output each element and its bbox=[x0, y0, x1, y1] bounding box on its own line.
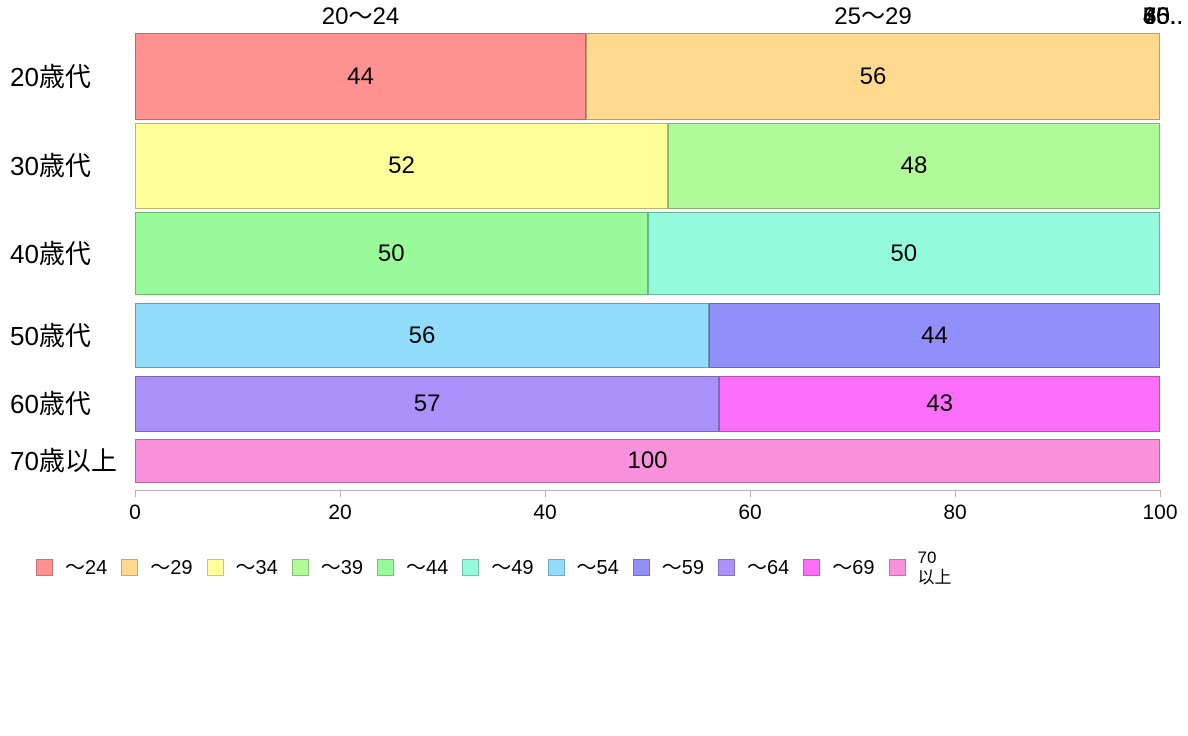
legend-item: 〜44 bbox=[377, 557, 448, 579]
plot-area: 44 56 52 48 50 50 56 44 57 43 100 bbox=[135, 33, 1160, 483]
top-axis-label: 20〜24 bbox=[321, 3, 400, 30]
legend-label: 〜29 bbox=[150, 556, 193, 579]
legend-label: 〜49 bbox=[491, 556, 534, 579]
legend-swatch bbox=[803, 559, 821, 577]
legend-item: 〜34 bbox=[206, 556, 278, 579]
legend: 〜24 〜29 〜34 〜39 〜44 〜49 〜54 〜59 〜64 〜69 70 以上 bbox=[36, 548, 952, 587]
x-axis-tick bbox=[955, 490, 956, 497]
top-axis-label-truncated: 35.. bbox=[1142, 3, 1183, 30]
bar-value-label: 56 bbox=[408, 321, 436, 349]
x-axis-tick-label: 40 bbox=[533, 501, 557, 524]
legend-item: 〜64 bbox=[718, 557, 789, 579]
bar-value-label: 100 bbox=[627, 447, 668, 474]
top-axis-label-truncated: 50.. bbox=[1142, 3, 1183, 30]
bar-value-label: 43 bbox=[926, 390, 953, 417]
x-axis-tick bbox=[750, 490, 751, 497]
legend-swatch bbox=[632, 559, 650, 577]
x-axis-tick-label: 0 bbox=[129, 501, 141, 524]
bar-segment[interactable]: 56 bbox=[586, 33, 1160, 120]
bar-row: 100 bbox=[135, 439, 1160, 483]
legend-swatch bbox=[36, 559, 53, 577]
legend-item: 〜49 bbox=[462, 556, 534, 579]
bar-value-label: 50 bbox=[890, 239, 918, 267]
x-axis-tick bbox=[1160, 490, 1161, 497]
legend-swatch bbox=[206, 559, 224, 577]
legend-item: 〜39 bbox=[291, 556, 363, 579]
legend-swatch bbox=[377, 559, 394, 577]
legend-label: 〜69 bbox=[832, 556, 875, 579]
bar-segment[interactable]: 100 bbox=[135, 439, 1160, 483]
x-axis-tick-label: 100 bbox=[1142, 501, 1178, 524]
y-axis-label: 70歳以上 bbox=[10, 446, 117, 476]
legend-swatch bbox=[291, 559, 309, 577]
legend-swatch bbox=[462, 559, 480, 577]
top-axis-label-truncated: 30.. bbox=[1142, 3, 1183, 30]
bar-value-label: 50 bbox=[377, 239, 405, 267]
bar-value-label: 52 bbox=[388, 152, 415, 179]
legend-label: 〜54 bbox=[576, 556, 619, 579]
bar-row: 44 56 bbox=[135, 33, 1160, 120]
y-axis-label: 40歳代 bbox=[10, 238, 91, 269]
top-axis-label-truncated: 65.. bbox=[1142, 3, 1183, 30]
x-axis-tick-label: 60 bbox=[738, 501, 762, 524]
top-axis-label-truncated: 45.. bbox=[1142, 3, 1183, 30]
bar-value-label: 44 bbox=[347, 62, 374, 90]
bar-value-label: 57 bbox=[413, 390, 441, 417]
legend-label: 70 以上 bbox=[917, 548, 952, 587]
legend-label: 〜24 bbox=[65, 556, 108, 579]
x-axis-tick bbox=[545, 490, 546, 497]
bar-value-label: 44 bbox=[921, 321, 948, 349]
legend-item: 〜24 bbox=[36, 557, 107, 579]
bar-segment[interactable]: 52 bbox=[135, 123, 668, 209]
legend-item: 〜54 bbox=[547, 556, 619, 579]
bar-row: 52 48 bbox=[135, 123, 1160, 209]
y-axis-label: 20歳代 bbox=[10, 61, 91, 92]
bar-segment[interactable]: 44 bbox=[135, 33, 586, 120]
legend-item: 〜69 bbox=[803, 556, 875, 579]
x-axis-tick bbox=[340, 490, 341, 497]
y-axis-label: 50歳代 bbox=[10, 320, 91, 351]
bar-segment[interactable]: 56 bbox=[135, 303, 709, 368]
top-axis-label: 25〜29 bbox=[834, 3, 912, 30]
top-axis-label-truncated: 40.. bbox=[1142, 3, 1183, 30]
legend-label: 〜59 bbox=[661, 556, 704, 579]
top-axis-overflow-labels: 30.. 35.. 40.. 45.. 50.. 55.. 60.. 65.. 70.. bbox=[1111, 3, 1183, 32]
x-axis-tick-label: 80 bbox=[943, 501, 967, 524]
legend-swatch bbox=[888, 559, 906, 577]
bar-row: 57 43 bbox=[135, 376, 1160, 432]
y-axis-label: 30歳代 bbox=[10, 151, 91, 181]
legend-label: 〜64 bbox=[747, 556, 790, 579]
top-axis-label-truncated: 55.. bbox=[1142, 3, 1183, 30]
top-axis-label-truncated: 60.. bbox=[1142, 3, 1183, 30]
bar-segment[interactable]: 57 bbox=[135, 376, 720, 432]
legend-label: 〜39 bbox=[320, 556, 363, 579]
bar-row: 50 50 bbox=[135, 212, 1160, 295]
legend-item: 〜59 bbox=[632, 556, 704, 579]
bar-segment[interactable]: 50 bbox=[647, 212, 1160, 295]
legend-swatch bbox=[718, 559, 735, 577]
y-axis-label: 60歳代 bbox=[10, 389, 91, 419]
x-axis-tick bbox=[135, 490, 136, 497]
legend-label: 〜34 bbox=[235, 556, 278, 579]
x-axis-line bbox=[135, 490, 1161, 491]
bar-segment[interactable]: 43 bbox=[719, 376, 1160, 432]
top-axis-label-truncated: 70.. bbox=[1142, 3, 1183, 30]
legend-item: 〜29 bbox=[121, 556, 193, 579]
bar-value-label: 48 bbox=[900, 152, 928, 179]
x-axis-tick-label: 20 bbox=[328, 501, 352, 524]
legend-swatch bbox=[121, 559, 139, 577]
bar-segment[interactable]: 44 bbox=[709, 303, 1160, 368]
bar-segment[interactable]: 48 bbox=[668, 123, 1160, 209]
bar-value-label: 56 bbox=[859, 62, 887, 90]
legend-item: 70 以上 bbox=[888, 548, 952, 587]
legend-label: 〜44 bbox=[406, 556, 449, 579]
bar-row: 56 44 bbox=[135, 303, 1160, 368]
legend-swatch bbox=[547, 559, 565, 577]
bar-segment[interactable]: 50 bbox=[135, 212, 648, 295]
